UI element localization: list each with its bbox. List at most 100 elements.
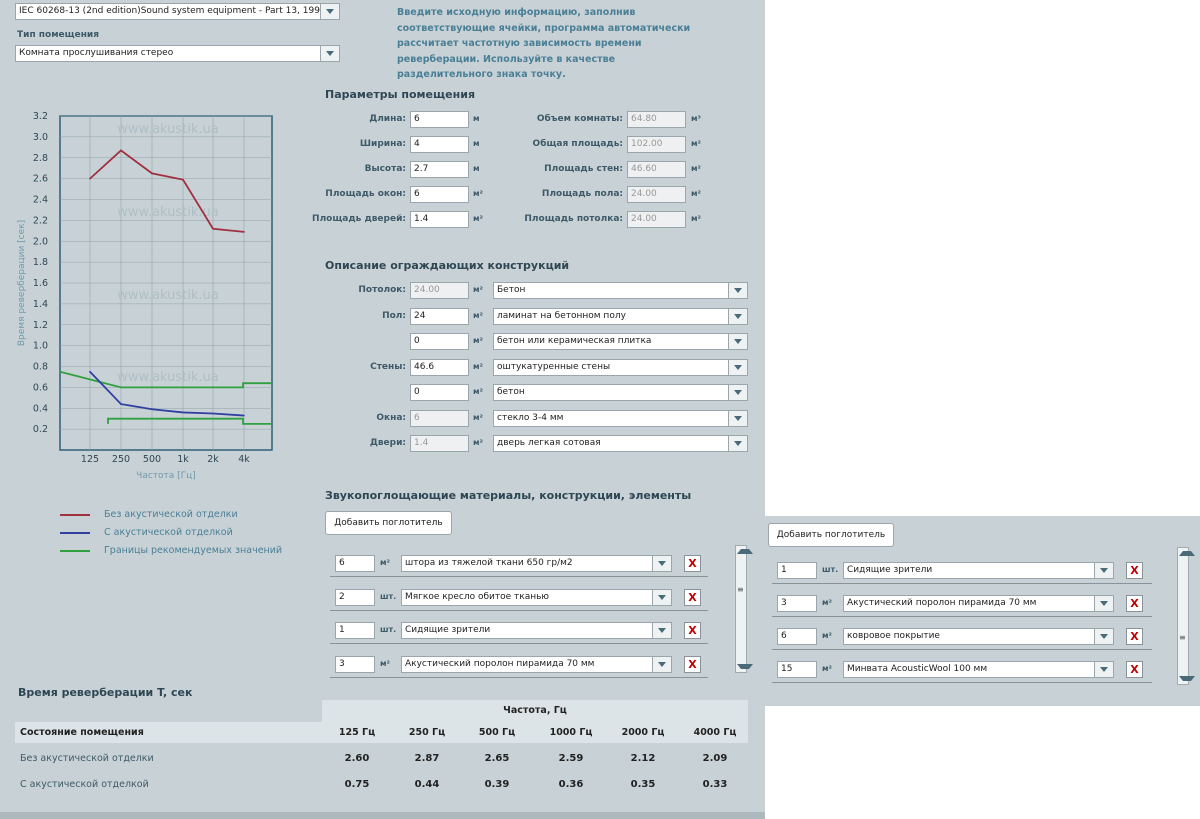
absorber-material-select[interactable]: Сидящие зрители [401,622,672,639]
construction-area-input[interactable]: 0 [410,333,469,350]
construction-area-input[interactable]: 24 [410,307,469,325]
x-tick-label: 250 [112,454,130,465]
results-col-header: 2000 Гц [621,727,665,738]
results-cell: 0.75 [344,779,370,790]
construction-material-select[interactable]: бетон [493,384,748,401]
absorber2-material-select[interactable]: Акустический поролон пирамида 70 мм [843,595,1114,612]
constructions-title: Описание ограждающих конструкций [325,259,570,272]
chevron-down-icon[interactable] [652,656,671,672]
absorber2-qty-input[interactable]: 1 [777,562,817,579]
chevron-down-icon[interactable] [728,334,747,349]
add-absorber-button[interactable]: Добавить поглотитель [325,511,452,535]
add-absorber-button-2[interactable]: Добавить поглотитель [768,523,894,547]
remove-icon[interactable]: X [684,655,701,673]
construction-unit: м² [473,285,484,294]
material-value: бетон или керамическая плитка [497,336,652,346]
chevron-down-icon[interactable] [728,385,747,400]
absorber2-material-select[interactable]: Минвата AcousticWool 100 мм [843,661,1114,678]
watermark-text: www.akustik.ua [117,288,219,303]
chevron-down-icon[interactable] [1094,596,1113,611]
param-input[interactable]: 6 [410,111,469,128]
chevron-down-icon[interactable] [728,283,747,298]
construction-label: Потолок: [358,285,406,295]
remove-icon[interactable]: X [684,588,701,606]
legend-label: С акустической отделкой [104,527,233,538]
results-header-row: Состояние помещения [15,722,748,743]
results-cell: 0.39 [484,779,510,790]
chevron-down-icon[interactable] [728,436,747,451]
construction-area-input[interactable]: 0 [410,384,469,401]
param-input[interactable]: 2.7 [410,161,469,178]
param-unit: м² [691,189,702,198]
results-cell: 0.33 [702,779,728,790]
construction-label: Пол: [382,310,406,321]
series-line-recommended-lower [107,417,272,425]
legend-label: Границы рекомендуемых значений [104,545,283,556]
remove-icon[interactable]: X [1126,628,1143,645]
chevron-down-icon[interactable] [728,359,747,375]
construction-material-select[interactable]: бетон или керамическая плитка [493,333,748,350]
standard-select-value: IEC 60268-13 (2nd edition)Sound system e… [19,6,326,16]
absorber-material-select[interactable]: Акустический поролон пирамида 70 мм [401,655,672,673]
remove-icon[interactable]: X [684,555,701,572]
absorbers-scrollbar-2[interactable]: ≡ [1177,547,1195,685]
construction-area-input[interactable]: 46.6 [410,358,469,376]
chevron-down-icon[interactable] [652,623,671,638]
chevron-down-icon[interactable] [1094,662,1113,677]
standard-select[interactable]: IEC 60268-13 (2nd edition)Sound system e… [15,3,340,20]
series-point [243,231,245,233]
chevron-down-icon[interactable] [320,4,339,19]
chevron-down-icon[interactable] [320,46,339,61]
absorber2-qty-input[interactable]: 3 [777,595,817,612]
results-cell: 2.59 [558,753,584,764]
series-point [89,177,91,180]
absorber-qty-input[interactable]: 3 [335,655,375,673]
param-input[interactable]: 1.4 [410,211,469,228]
chevron-down-icon[interactable] [652,556,671,571]
absorber2-qty-input[interactable]: 6 [777,628,817,645]
absorber2-material-select[interactable]: ковровое покрытие [843,628,1114,645]
param-label: Ширина: [359,139,406,149]
construction-material-select[interactable]: дверь легкая сотовая [493,435,748,452]
construction-material-select[interactable]: ламинат на бетонном полу [493,307,748,325]
scroll-up-icon[interactable] [1179,551,1195,556]
remove-icon[interactable]: X [1126,661,1143,678]
absorber2-material-select[interactable]: Сидящие зрители [843,562,1114,579]
series-line-0 [89,149,245,233]
remove-icon[interactable]: X [1126,595,1143,612]
chevron-down-icon[interactable] [1094,629,1113,644]
param-input[interactable]: 4 [410,136,469,153]
param-unit: м³ [691,114,702,123]
chevron-down-icon[interactable] [652,589,671,605]
construction-material-select[interactable]: оштукатуренные стены [493,358,748,376]
x-axis-label: Частота [Гц] [136,471,196,481]
absorber2-unit: м² [822,631,833,640]
scroll-thumb-icon[interactable]: ≡ [737,585,744,594]
absorber-material-select[interactable]: Мягкое кресло обитое тканью [401,588,672,606]
scroll-down-icon[interactable] [737,664,753,669]
absorber-qty-input[interactable]: 6 [335,555,375,572]
row-divider [772,616,1152,617]
remove-icon[interactable]: X [1126,562,1143,579]
absorbers-scrollbar[interactable]: ≡ [735,545,753,673]
series-point [182,178,184,181]
scroll-up-icon[interactable] [737,549,753,554]
param-label: Площадь стен: [544,164,623,174]
scroll-down-icon[interactable] [1179,676,1195,681]
param-input[interactable]: 6 [410,186,469,203]
absorber-qty-input[interactable]: 2 [335,588,375,606]
construction-unit: м² [473,438,484,447]
absorber2-qty-input[interactable]: 15 [777,661,817,678]
construction-material-select[interactable]: стекло 3-4 мм [493,409,748,427]
absorber-unit: шт. [380,591,397,601]
chevron-down-icon[interactable] [728,308,747,324]
scroll-thumb-icon[interactable]: ≡ [1179,633,1186,642]
room-type-select[interactable]: Комната прослушивания стерео [15,45,340,62]
chevron-down-icon[interactable] [1094,563,1113,578]
absorber-material-select[interactable]: штора из тяжелой ткани 650 гр/м2 [401,555,672,572]
material-value: стекло 3-4 мм [497,412,564,423]
absorber-qty-input[interactable]: 1 [335,622,375,639]
chevron-down-icon[interactable] [728,410,747,426]
construction-material-select[interactable]: Бетон [493,282,748,299]
remove-icon[interactable]: X [684,622,701,639]
